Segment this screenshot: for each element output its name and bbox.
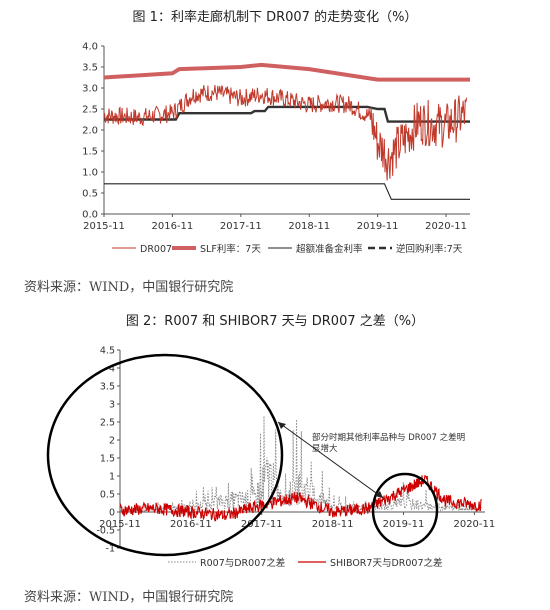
y-tick-label: -0.5 [96,526,115,537]
x-tick-label: 2015-11 [99,519,141,530]
y-tick-label: 1 [109,472,115,483]
y-tick-label: 3 [109,400,115,411]
legend-label: DR007 [140,244,172,255]
x-tick-label: 2017-11 [220,221,262,232]
figure1-title: 图 1：利率走廊机制下 DR007 的走势变化（%） [132,10,418,25]
figure2-chart: -1 -0.5 0 0.5 1 1.5 2 2.5 3 3.5 4 4.5 2015-11 2016-11… [46,346,495,569]
x-tick-label: 2020-11 [425,221,467,232]
y-tick-label: 1.5 [100,454,115,465]
x-tick-label: 2018-11 [288,221,330,232]
annotation-arrow-line [277,421,384,499]
x-tick-label: 2018-11 [312,519,354,530]
annotation-text-line1: 部分时期其他利率品种与 DR007 之差明 [312,432,465,443]
legend-label: R007与DR007之差 [200,557,285,569]
highlight-ellipse-small [371,472,439,548]
y-tick-label: 0.0 [82,210,98,221]
series-line [103,62,470,82]
x-tick-label: 2016-11 [170,519,212,530]
annotation-text-line2: 显增大 [312,443,338,454]
annotation-arrowhead-end [375,491,383,498]
figure2-source: 资料来源：WIND，中国银行研究院 [24,590,234,605]
y-tick-label: 3.5 [82,63,98,74]
x-tick-label: 2019-11 [357,221,399,232]
y-tick-label: 4 [109,364,115,375]
y-tick-label: 2.0 [82,126,98,137]
y-tick-label: 3.0 [82,84,98,95]
y-tick-label: 4.0 [82,42,98,53]
legend-label: SHIBOR7天与DR007之差 [330,557,443,569]
x-tick-label: 2015-11 [83,221,125,232]
y-tick-label: 1.0 [82,168,98,179]
series-line [104,183,470,200]
figure1-source: 资料来源：WIND，中国银行研究院 [24,280,234,295]
figure2-title: 图 2：R007 和 SHIBOR7 天与 DR007 之差（%） [125,314,425,329]
x-tick-label: 2017-11 [241,519,283,530]
y-tick-label: 2.5 [100,418,115,429]
x-tick-label: 2020-11 [453,519,495,530]
y-tick-label: 0 [109,508,115,519]
x-tick-label: 2016-11 [152,221,194,232]
legend-label: 逆回购利率:7天 [396,243,463,255]
x-tick-label: 2019-11 [383,519,425,530]
figure1-chart: 0.0 0.5 1.0 1.5 2.0 2.5 3.0 3.5 4.0 2015-11 2016-1… [82,42,470,255]
y-tick-label: 2.5 [82,105,98,116]
y-tick-label: 3.5 [100,382,115,393]
series-shibor-line [119,474,482,522]
y-tick-label: 0.5 [100,490,115,501]
legend-label: SLF利率：7天 [200,243,261,255]
y-tick-label: 1.5 [82,147,98,158]
y-tick-label: 4.5 [100,346,115,357]
annotation-arrowhead-start [278,422,286,429]
y-tick-label: 0.5 [82,189,98,200]
series-line [103,84,468,181]
y-tick-label: 2 [109,436,115,447]
highlight-ellipse-large [46,353,284,557]
series-line [104,105,470,123]
legend-label: 超额准备金利率 [296,243,363,255]
y-tick-label: -1 [106,544,115,555]
